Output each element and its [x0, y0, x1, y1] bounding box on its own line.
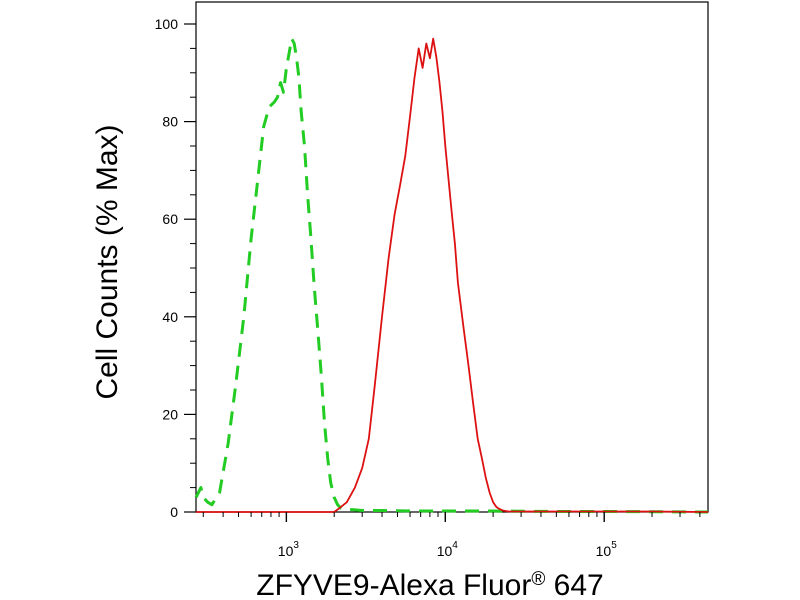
x-tick-base: 10 — [278, 543, 294, 559]
y-tick-label: 60 — [162, 211, 178, 227]
x-axis-title: ZFYVE9-Alexa Fluor® 647 — [256, 569, 603, 600]
y-tick-label: 100 — [155, 16, 179, 32]
x-tick-base: 10 — [437, 543, 453, 559]
series-layer — [194, 37, 709, 514]
plot-area — [195, 1, 709, 513]
series-line-sample — [196, 37, 709, 513]
y-tick-label: 0 — [170, 504, 178, 520]
x-axis: 103 104 105 — [202, 512, 701, 559]
x-tick-exponent: 4 — [452, 540, 458, 551]
y-axis: 0 20 40 60 80 100 — [155, 16, 196, 520]
y-tick-label: 20 — [162, 406, 178, 422]
x-tick-label: 103 — [278, 540, 300, 559]
x-tick-exponent: 3 — [293, 540, 299, 551]
y-axis-title: Cell Counts (% Max) — [91, 124, 124, 399]
y-tick-label: 40 — [162, 309, 178, 325]
x-tick-base: 10 — [596, 543, 612, 559]
plot-frame — [195, 1, 709, 513]
registered-mark: ® — [531, 569, 545, 590]
x-axis-title-suffix: 647 — [545, 569, 603, 600]
x-tick-exponent: 5 — [611, 540, 617, 551]
x-tick-label: 104 — [437, 540, 459, 559]
y-tick-label: 80 — [162, 114, 178, 130]
series-line-control — [194, 37, 709, 514]
x-axis-title-main: ZFYVE9-Alexa Fluor — [256, 569, 531, 600]
x-tick-label: 105 — [596, 540, 618, 559]
